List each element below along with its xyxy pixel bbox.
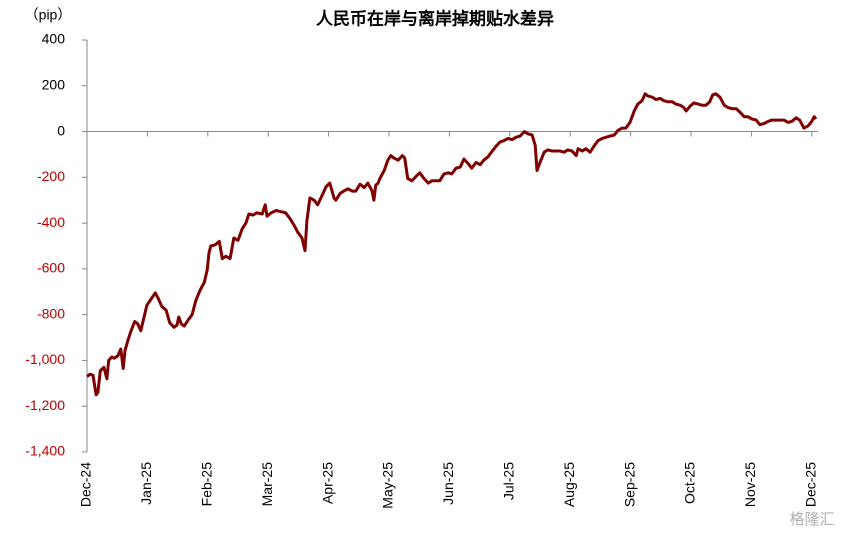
y-tick-label: -1,000	[25, 351, 65, 367]
y-tick-label: 400	[42, 31, 66, 47]
y-tick-label: -600	[37, 260, 65, 276]
y-tick-label: 0	[57, 122, 65, 138]
line-series	[86, 92, 818, 397]
x-tick-label: Jun-25	[440, 462, 456, 505]
chart-title: 人民币在岸与离岸掉期贴水差异	[316, 8, 554, 28]
x-tick-label: Aug-25	[561, 462, 577, 507]
x-tick-label: Oct-25	[682, 462, 698, 504]
x-tick-label: Feb-25	[199, 462, 215, 507]
y-tick-label: -200	[37, 168, 65, 184]
x-tick-label: Jul-25	[501, 462, 517, 500]
y-tick-label: 200	[42, 76, 66, 92]
x-tick-label: Dec-24	[78, 462, 94, 507]
x-tick-label: Mar-25	[259, 462, 275, 507]
x-tick-label: Sep-25	[621, 462, 637, 507]
x-tick-label: Jan-25	[138, 462, 154, 505]
y-tick-label: -1,400	[25, 443, 65, 459]
x-tick-label: May-25	[380, 462, 396, 509]
y-tick-label: -400	[37, 214, 65, 230]
x-tick-label: Nov-25	[742, 462, 758, 507]
y-tick-label: -1,200	[25, 397, 65, 413]
x-tick-label: Apr-25	[319, 462, 335, 504]
y-unit-label: （pip）	[25, 7, 72, 23]
x-tick-label: Dec-25	[803, 462, 819, 507]
watermark: 格隆汇	[789, 511, 834, 528]
y-tick-label: -800	[37, 305, 65, 321]
